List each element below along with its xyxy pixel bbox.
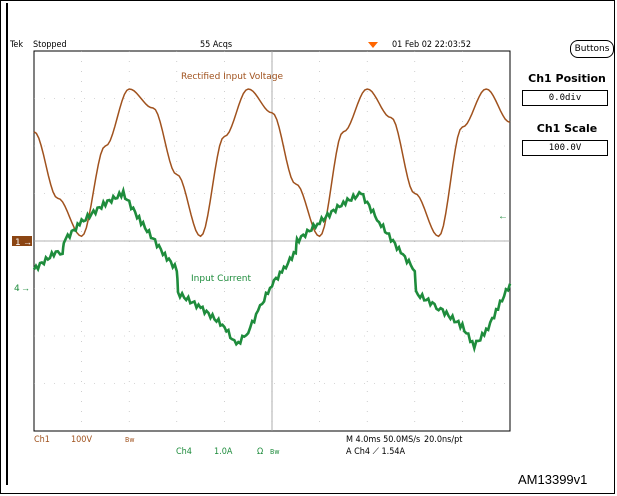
ch1-position-field[interactable]: 0.0div [522, 90, 608, 106]
series-label-input-current: Input Current [191, 274, 251, 284]
trigger-level-arrow-icon: ← [498, 211, 508, 222]
ch1-scale-field[interactable]: 100.0V [522, 140, 608, 156]
ch4-readout-coupling: Ω [257, 447, 263, 457]
trigger-position-marker [368, 42, 378, 48]
ch4-readout-bw: Bw [270, 448, 279, 456]
ch1-readout-scale: 100V [71, 435, 92, 445]
buttons-button[interactable]: Buttons [570, 40, 614, 58]
horizontal-readout: M 4.0ms 50.0MS/s [346, 435, 420, 445]
left-border-rule [6, 3, 8, 485]
series-line-rectified-voltage [33, 88, 511, 238]
ch4-readout-label: Ch4 [176, 447, 192, 457]
trigger-readout: A Ch4 ⟋ 1.54A [346, 447, 406, 457]
brand-label: Tek [9, 40, 23, 50]
figure-id-label: AM13399v1 [518, 472, 588, 487]
record-readout: 20.0ns/pt [424, 435, 462, 445]
acquisition-count: 55 Acqs [200, 40, 232, 50]
ch1-position-label: Ch1 Position [528, 72, 606, 85]
ch1-scale-label: Ch1 Scale [536, 122, 598, 135]
side-panel: Buttons Ch1 Position 0.0div Ch1 Scale 10… [514, 0, 615, 300]
acq-state-label: Stopped [33, 40, 67, 50]
ch1-readout-label: Ch1 [34, 435, 50, 445]
ch1-readout-bw: Bw [125, 436, 134, 444]
series-line-input-current [32, 185, 512, 354]
ch4-marker: 4 [14, 284, 20, 294]
series-label-rectified-voltage: Rectified Input Voltage [181, 72, 284, 82]
ch1-marker-arrow: → [23, 237, 32, 247]
ch4-readout-scale: 1.0A [214, 447, 233, 457]
ch1-marker: 1 [15, 238, 21, 248]
datetime-label: 01 Feb 02 22:03:52 [392, 40, 471, 50]
ch1-marker-box [12, 236, 32, 246]
ch4-marker-arrow: → [21, 283, 30, 293]
